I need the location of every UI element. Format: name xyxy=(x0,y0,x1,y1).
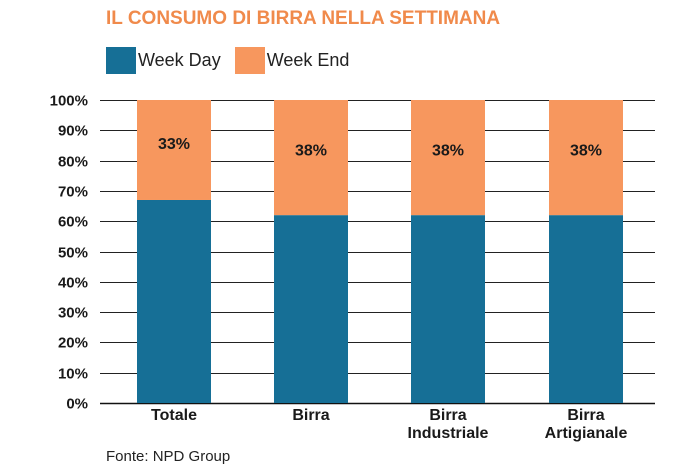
bar-week-end xyxy=(549,100,623,216)
data-label: 38% xyxy=(432,143,464,160)
x-tick-label: Birra xyxy=(567,407,604,424)
data-label: 33% xyxy=(158,136,190,153)
x-tick-label: Artigianale xyxy=(545,425,628,442)
bar-week-day xyxy=(411,215,485,403)
y-tick-label: 20% xyxy=(58,335,88,352)
x-tick-label: Industriale xyxy=(408,425,489,442)
y-tick-label: 60% xyxy=(58,214,88,231)
source-note: Fonte: NPD Group xyxy=(106,448,231,465)
data-label: 38% xyxy=(295,143,327,160)
y-tick-label: 30% xyxy=(58,305,88,322)
y-tick-label: 0% xyxy=(66,396,88,413)
y-tick-label: 70% xyxy=(58,184,88,201)
bar-week-day xyxy=(274,215,348,403)
y-tick-label: 100% xyxy=(50,93,88,110)
legend-swatch-week-day xyxy=(106,46,136,74)
bar-week-end xyxy=(411,100,485,216)
y-tick-label: 40% xyxy=(58,275,88,292)
y-tick-label: 90% xyxy=(58,123,88,140)
chart-title: IL CONSUMO DI BIRRA NELLA SETTIMANA xyxy=(106,8,501,29)
x-tick-label: Birra xyxy=(292,407,329,424)
y-tick-label: 10% xyxy=(58,366,88,383)
legend-label-week-day: Week Day xyxy=(138,49,221,70)
data-label: 38% xyxy=(570,143,602,160)
legend-item-week-day: Week Day xyxy=(106,46,221,74)
bar-week-end xyxy=(274,100,348,216)
legend-label-week-end: Week End xyxy=(266,49,350,70)
y-tick-label: 50% xyxy=(58,245,88,262)
x-tick-label: Birra xyxy=(429,407,466,424)
legend: Week Day Week End xyxy=(106,46,363,74)
bar-week-end xyxy=(137,100,211,200)
legend-swatch-week-end xyxy=(234,46,265,74)
x-tick-label: Totale xyxy=(151,407,197,424)
legend-item-week-end: Week End xyxy=(234,46,350,74)
y-tick-label: 80% xyxy=(58,154,88,171)
bar-week-day xyxy=(549,215,623,403)
bar-week-day xyxy=(137,199,211,403)
